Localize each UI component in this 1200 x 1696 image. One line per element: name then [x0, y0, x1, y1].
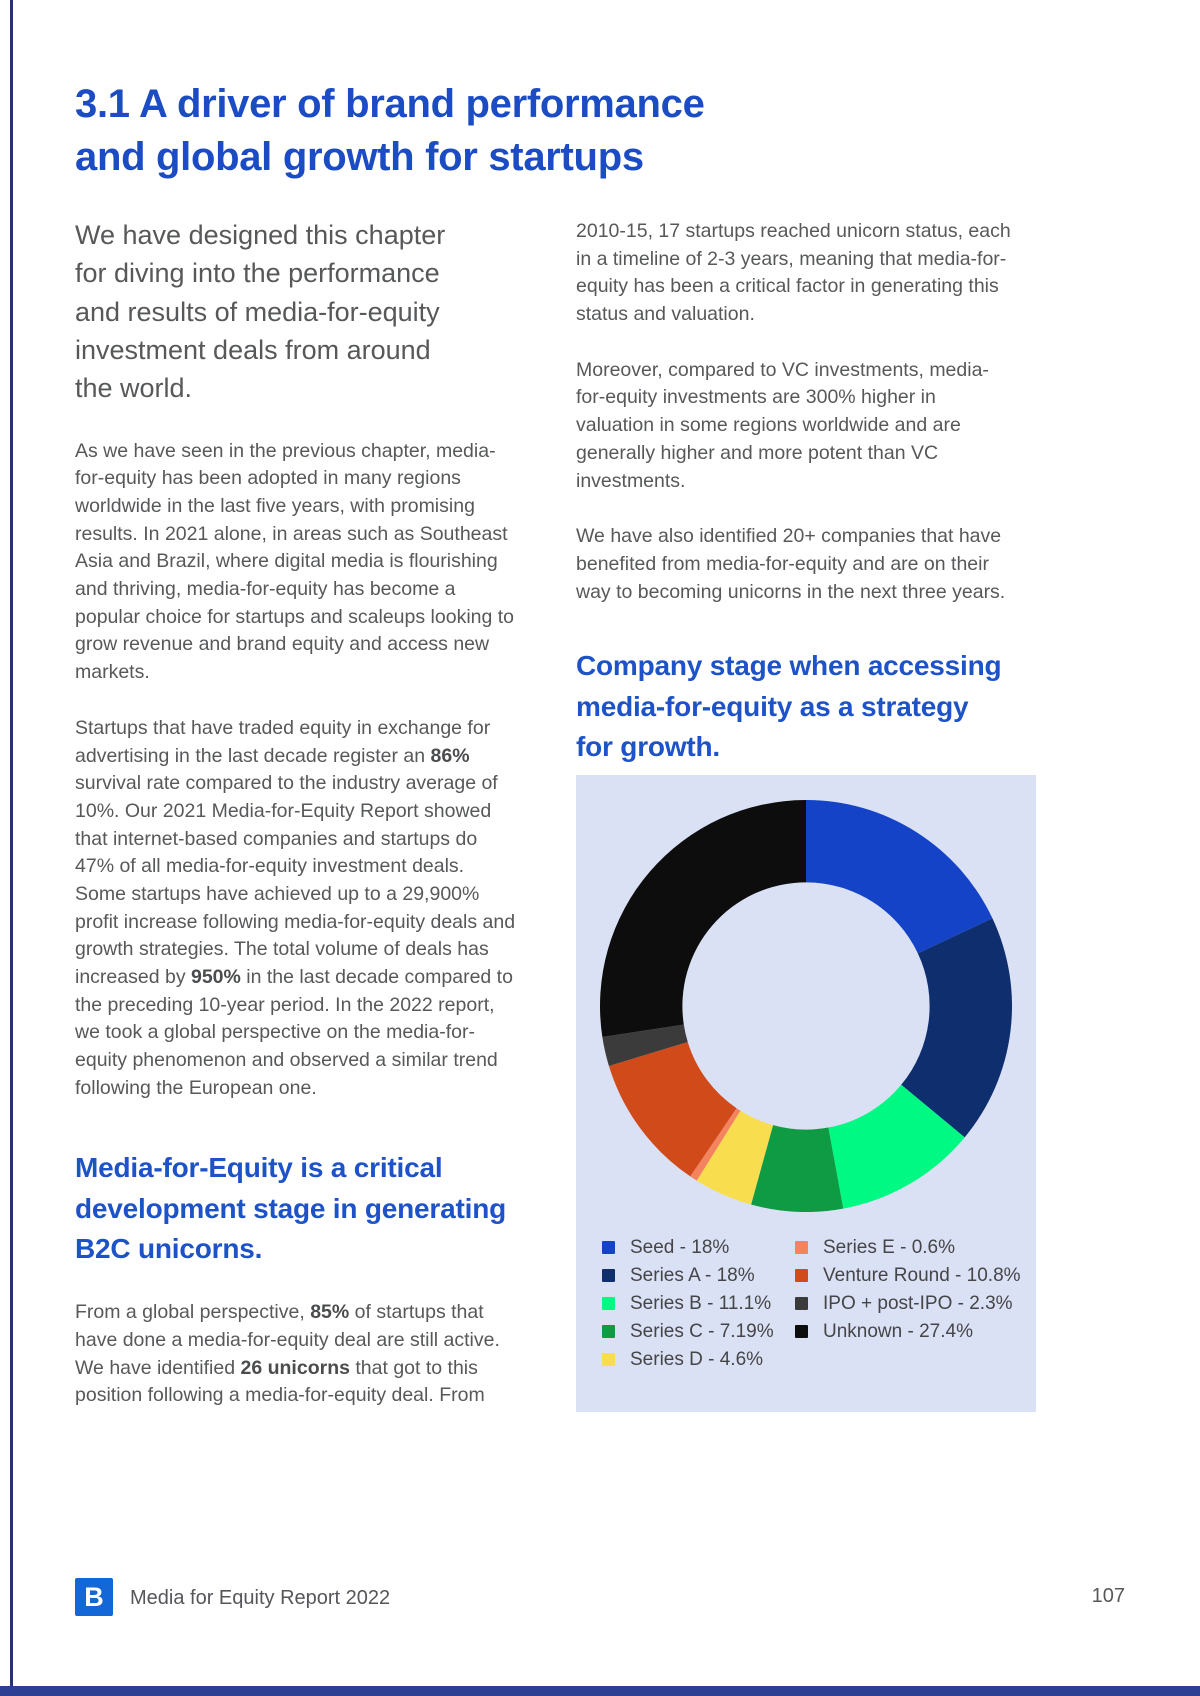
legend-swatch-icon — [795, 1241, 808, 1254]
legend-label: Series C - 7.19% — [630, 1321, 774, 1342]
page-footer: B Media for Equity Report 2022 107 — [75, 1578, 1125, 1618]
highlight-stat: 26 unicorns — [240, 1356, 350, 1379]
legend-item-seed: Seed - 18% — [602, 1238, 795, 1257]
legend-label: Series B - 11.1% — [630, 1293, 772, 1314]
chart-legend: Seed - 18% Series A - 18% Series B - 11.1%… — [576, 1238, 1036, 1369]
text-run: in the last decade compared to the prece… — [75, 966, 513, 1099]
legend-label: IPO + post-IPO - 2.3% — [823, 1293, 1013, 1314]
legend-swatch-icon — [795, 1269, 808, 1282]
brand-logo: B — [75, 1578, 113, 1616]
donut-slice-series-e — [690, 1108, 741, 1181]
body-paragraph-5: Moreover, compared to VC investments, me… — [576, 358, 989, 492]
legend-item-series-a: Series A - 18% — [602, 1266, 795, 1285]
footer-brand-text: Media for Equity Report 2022 — [130, 1587, 391, 1609]
legend-item-venture-round: Venture Round - 10.8% — [795, 1266, 1021, 1285]
legend-swatch-icon — [602, 1353, 615, 1366]
legend-swatch-icon — [602, 1325, 615, 1338]
chart-panel: Seed - 18% Series A - 18% Series B - 11.1%… — [576, 775, 1036, 1412]
body-paragraph-2: Startups that have traded equity in exch… — [75, 715, 517, 1103]
donut-chart — [600, 800, 1012, 1212]
donut-slice-series-a — [901, 918, 1012, 1138]
text-run: that got to this position following a me… — [75, 1356, 485, 1407]
donut-slice-unknown — [600, 800, 806, 1037]
highlight-stat: 85% — [310, 1301, 350, 1324]
page-number: 107 — [1091, 1585, 1125, 1607]
highlight-stat: 950% — [190, 966, 241, 989]
legend-item-ipo-post-ipo: IPO + post-IPO - 2.3% — [795, 1294, 1021, 1313]
body-paragraph-1: As we have seen in the previous chapter,… — [75, 439, 515, 684]
legend-swatch-icon — [602, 1297, 615, 1310]
text-run: of startups that have done a media-for-e… — [75, 1301, 500, 1379]
donut-slice-seed — [806, 800, 993, 954]
legend-col-2: Series E - 0.6% Venture Round - 10.8% IPO … — [795, 1238, 1021, 1369]
section-subheading: Media-for-Equity is a critical developme… — [75, 1152, 506, 1265]
text-run: From a global perspective, — [75, 1301, 311, 1324]
legend-item-series-e: Series E - 0.6% — [795, 1238, 1021, 1257]
donut-slice-series-b — [828, 1084, 965, 1209]
chart-heading: Company stage when accessing media-for-e… — [576, 650, 1002, 762]
donut-slice-ipo-post-ipo — [602, 1024, 688, 1066]
legend-label: Series E - 0.6% — [823, 1237, 955, 1258]
page-title: 3.1 A driver of brand performance and gl… — [75, 82, 705, 179]
legend-swatch-icon — [602, 1269, 615, 1282]
legend-label: Seed - 18% — [630, 1237, 730, 1258]
highlight-stat: 86% — [430, 744, 470, 767]
donut-slice-venture-round — [608, 1041, 737, 1177]
legend-label: Unknown - 27.4% — [823, 1321, 973, 1342]
body-paragraph-3: From a global perspective, 85% of startu… — [75, 1299, 517, 1410]
legend-swatch-icon — [602, 1241, 615, 1254]
legend-label: Series A - 18% — [630, 1265, 755, 1286]
legend-item-unknown: Unknown - 27.4% — [795, 1322, 1021, 1341]
donut-slice-series-d — [696, 1110, 774, 1205]
legend-label: Venture Round - 10.8% — [823, 1265, 1021, 1286]
legend-item-series-c: Series C - 7.19% — [602, 1322, 795, 1341]
left-column: We have designed this chapter for diving… — [75, 216, 517, 1438]
brand-logo-letter: B — [84, 1581, 104, 1612]
legend-item-series-d: Series D - 4.6% — [602, 1350, 795, 1369]
bottom-border-rule — [0, 1686, 1200, 1696]
donut-slice-series-c — [751, 1125, 844, 1212]
legend-item-series-b: Series B - 11.1% — [602, 1294, 795, 1313]
legend-col-1: Seed - 18% Series A - 18% Series B - 11.1%… — [602, 1238, 795, 1369]
body-paragraph-6: We have also identified 20+ companies th… — [576, 525, 1006, 603]
right-column: 2010-15, 17 startups reached unicorn sta… — [576, 218, 1018, 797]
intro-paragraph: We have designed this chapter for diving… — [75, 220, 446, 404]
left-border-rule — [10, 0, 13, 1696]
body-paragraph-4: 2010-15, 17 startups reached unicorn sta… — [576, 220, 1011, 326]
text-run: Startups that have traded equity in exch… — [75, 716, 491, 767]
text-run: survival rate compared to the industry a… — [75, 772, 516, 989]
legend-swatch-icon — [795, 1297, 808, 1310]
legend-swatch-icon — [795, 1325, 808, 1338]
legend-label: Series D - 4.6% — [630, 1349, 764, 1370]
